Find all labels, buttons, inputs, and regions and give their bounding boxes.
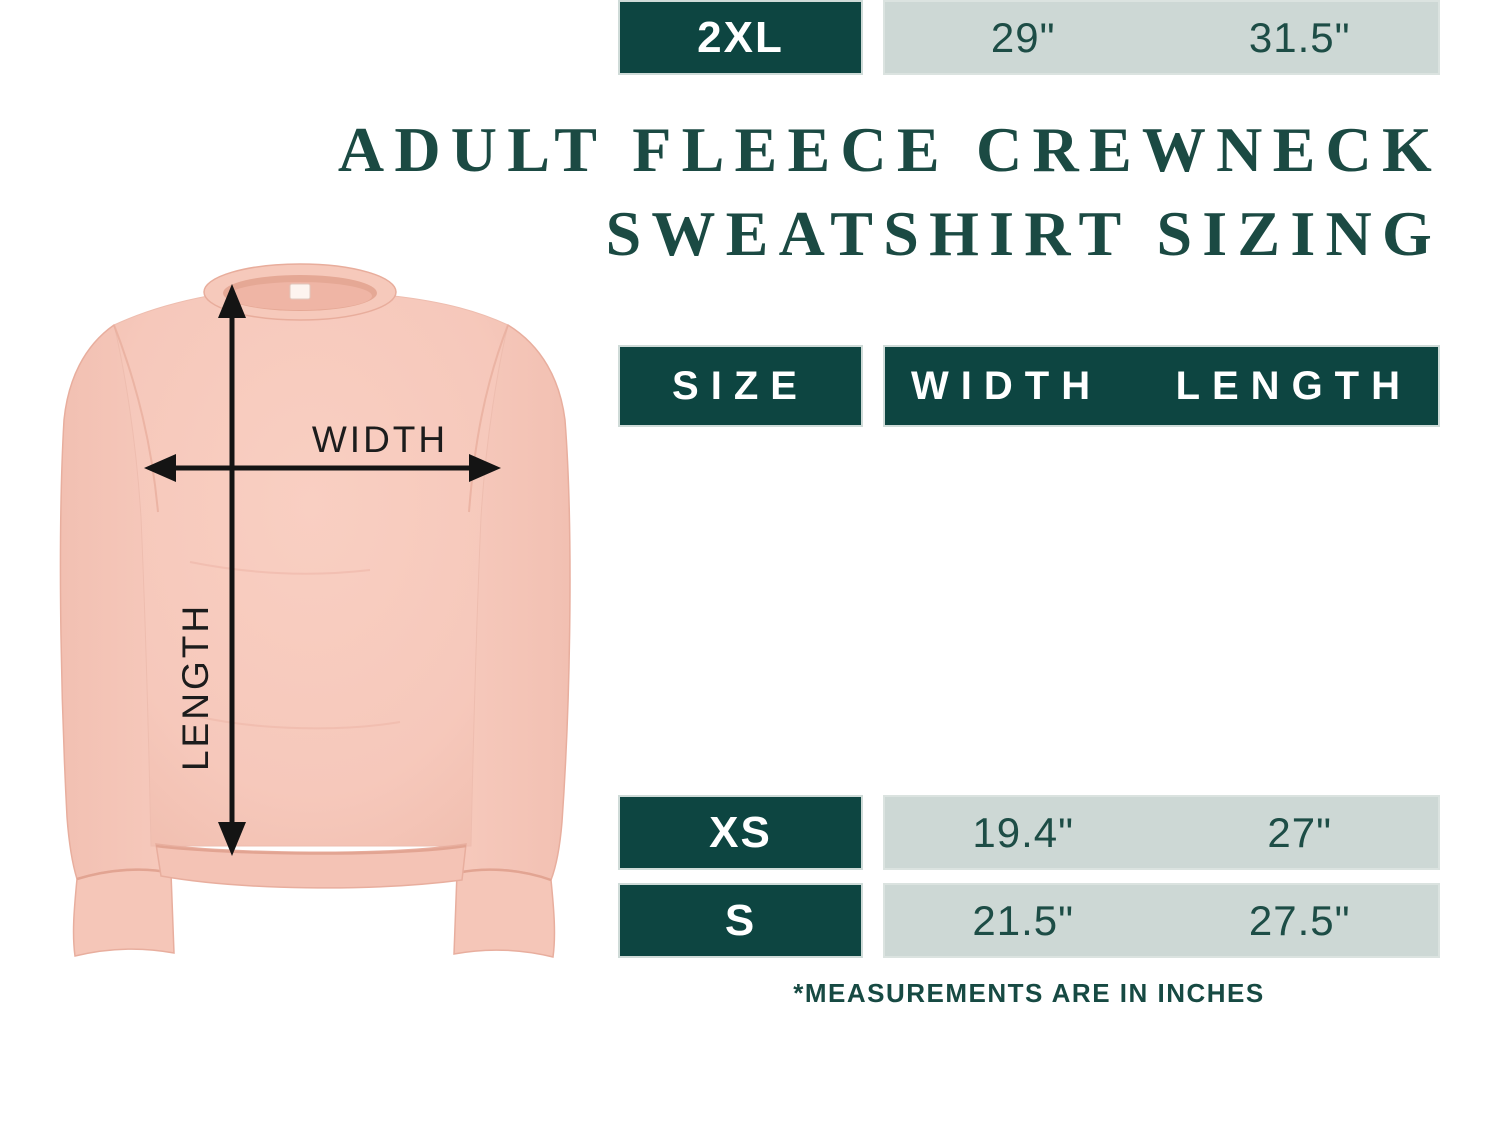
length-value: 27.5" xyxy=(1248,896,1351,944)
sweatshirt-illustration: WIDTH LENGTH xyxy=(59,263,571,958)
sweatshirt-collar xyxy=(203,263,397,321)
measurement-cells: 29" 31.5" xyxy=(883,0,1440,75)
length-arrow-label: LENGTH xyxy=(175,603,216,771)
table-row-2xl: 2XL 29" 31.5" xyxy=(618,0,1440,75)
table-header-length: LENGTH xyxy=(1175,363,1412,408)
collar-tag xyxy=(289,283,311,300)
table-header-measurements: WIDTH LENGTH xyxy=(883,345,1440,427)
length-value: 31.5" xyxy=(1248,13,1351,61)
size-label: 2XL xyxy=(618,0,863,75)
measurement-cells: 21.5" 27.5" xyxy=(883,883,1440,958)
length-arrow-icon xyxy=(218,284,246,856)
width-value: 29" xyxy=(990,13,1056,61)
length-value: 27" xyxy=(1267,808,1333,856)
width-value: 21.5" xyxy=(972,896,1075,944)
width-value: 19.4" xyxy=(972,808,1075,856)
page-title-line1: ADULT FLEECE CREWNECK xyxy=(337,114,1442,185)
sweatshirt-body xyxy=(113,295,509,889)
size-label: XS xyxy=(618,795,863,870)
table-row-s: S 21.5" 27.5" xyxy=(618,883,1440,958)
measurements-footnote: *MEASUREMENTS ARE IN INCHES xyxy=(793,978,1265,1008)
width-arrow-icon xyxy=(144,454,501,482)
page-title: ADULT FLEECE CREWNECK SWEATSHIRT SIZING xyxy=(338,108,1442,276)
measurement-cells: 19.4" 27" xyxy=(883,795,1440,870)
size-label: S xyxy=(618,883,863,958)
width-arrow-label: WIDTH xyxy=(312,419,448,460)
table-header-size: SIZE xyxy=(618,345,863,427)
sweatshirt-diagram: WIDTH LENGTH xyxy=(50,262,615,968)
page-title-line2: SWEATSHIRT SIZING xyxy=(605,198,1442,269)
table-header-width: WIDTH xyxy=(911,363,1103,408)
table-row-xs: XS 19.4" 27" xyxy=(618,795,1440,870)
